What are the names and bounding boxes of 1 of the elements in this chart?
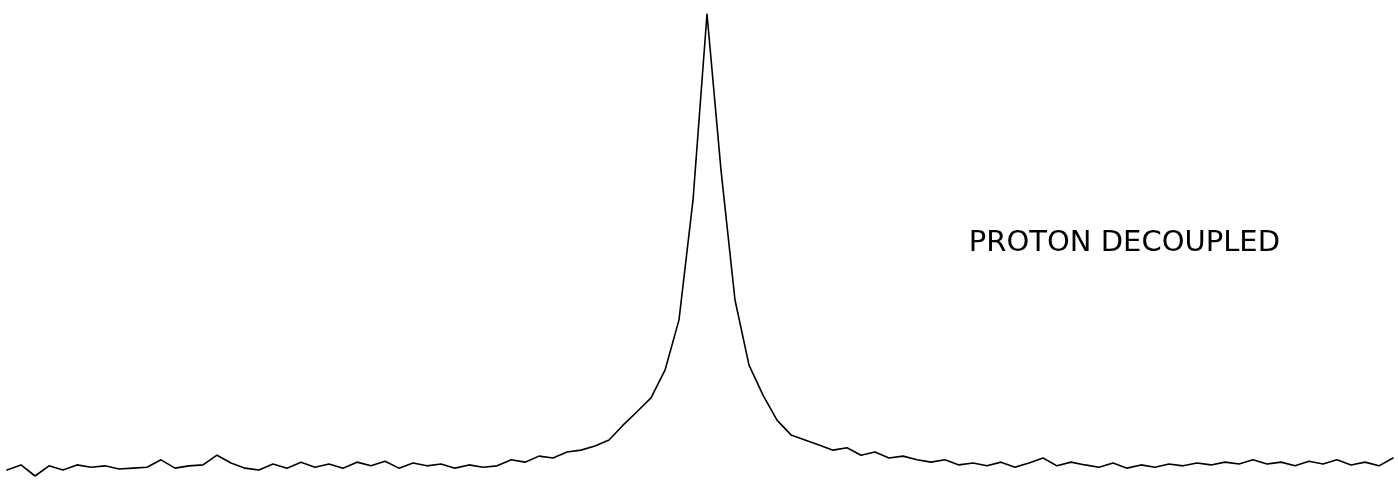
annotation: PROTON DECOUPLED <box>968 223 1280 258</box>
